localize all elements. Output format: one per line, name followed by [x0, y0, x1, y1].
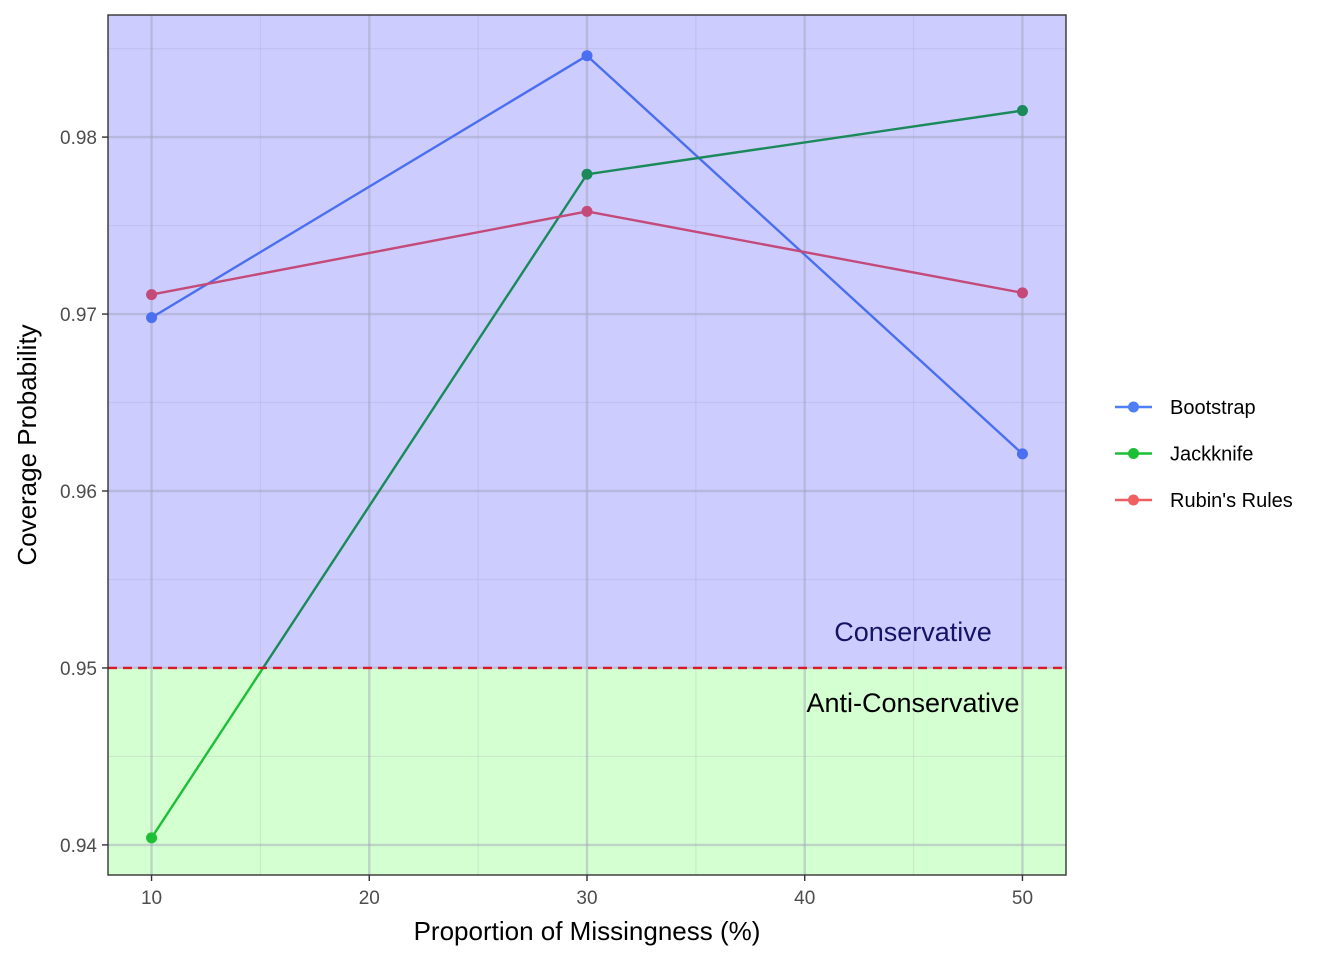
line-segment	[150, 54, 588, 319]
line-segment	[586, 54, 1024, 455]
line-segment	[586, 109, 1023, 176]
series-lines	[150, 54, 1024, 839]
background-regions	[108, 15, 1066, 875]
data-point	[146, 832, 158, 844]
data-point	[581, 168, 593, 180]
x-tick-label: 20	[359, 888, 380, 909]
legend-item-jackknife: Jackknife	[1115, 444, 1253, 466]
data-point	[1016, 105, 1028, 117]
x-tick-label: 50	[1012, 888, 1033, 909]
y-tick-label: 0.98	[60, 128, 97, 149]
legend: Bootstrap Jackknife Rubin's Rules	[1115, 397, 1293, 512]
x-axis: 10 20 30 40 50	[141, 875, 1033, 909]
anti-conservative-label: Anti-Conservative	[806, 688, 1019, 718]
legend-item-bootstrap: Bootstrap	[1115, 397, 1256, 419]
x-tick-label: 40	[794, 888, 815, 909]
series-line-rubin-s-rules	[151, 210, 1023, 296]
series-points	[146, 50, 1028, 844]
legend-point	[1128, 494, 1139, 506]
data-point	[146, 312, 158, 324]
series-line-jackknife	[150, 109, 1023, 839]
annotations: Conservative Anti-Conservative	[108, 617, 1066, 718]
y-axis: 0.94 0.95 0.96 0.97 0.98	[60, 128, 108, 857]
line-segment	[151, 210, 588, 296]
x-tick-label: 10	[141, 888, 162, 909]
anti-conservative-region	[108, 667, 1066, 875]
legend-item-rubin-s-rules: Rubin's Rules	[1115, 490, 1293, 512]
y-tick-label: 0.96	[60, 482, 97, 503]
data-point	[1016, 287, 1028, 299]
line-segment	[150, 667, 265, 839]
y-axis-title: Coverage Probability	[12, 324, 42, 565]
data-point	[146, 289, 158, 301]
data-point	[581, 205, 593, 217]
series-line-bootstrap	[150, 54, 1024, 455]
x-axis-title: Proportion of Missingness (%)	[414, 916, 761, 946]
conservative-region	[108, 15, 1066, 668]
legend-label: Rubin's Rules	[1170, 490, 1293, 512]
legend-label: Jackknife	[1170, 444, 1253, 466]
legend-point	[1128, 448, 1139, 459]
line-segment	[586, 210, 1023, 294]
data-point	[1016, 448, 1028, 460]
legend-point	[1128, 401, 1139, 413]
y-tick-label: 0.97	[60, 305, 97, 326]
x-tick-label: 30	[576, 888, 597, 909]
legend-label: Bootstrap	[1170, 397, 1256, 419]
data-point	[581, 50, 593, 62]
conservative-label: Conservative	[834, 617, 992, 647]
line-segment	[262, 173, 589, 669]
y-tick-label: 0.95	[60, 659, 97, 680]
y-tick-label: 0.94	[60, 836, 97, 857]
